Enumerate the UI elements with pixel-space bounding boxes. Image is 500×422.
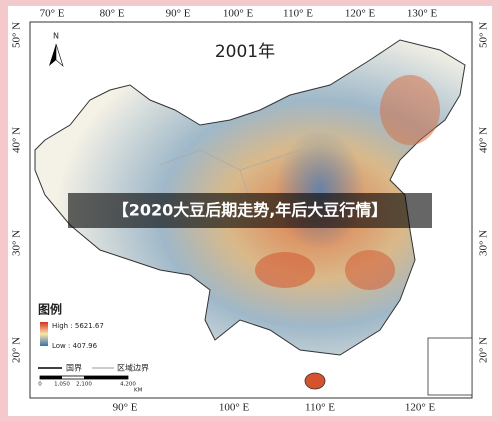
- latitude-label: 40° N: [11, 127, 23, 153]
- high-value-region: [345, 250, 395, 290]
- longitude-label: 80° E: [100, 8, 125, 20]
- map-title: 2001年: [215, 42, 275, 62]
- inset-map: [427, 337, 473, 396]
- legend-high: High : 5621.67: [52, 322, 104, 330]
- scale-tick: 0: [38, 382, 42, 388]
- banner-text: 【2020大豆后期走势,年后大豆行情】: [113, 201, 388, 220]
- north-arrow: [55, 43, 64, 67]
- legend-regional-border: 区域边界: [117, 363, 149, 373]
- bottom-longitude-labels: 90° E 100° E 110° E 120° E: [113, 402, 436, 414]
- left-latitude-labels: 50° N 40° N 30° N 20° N: [11, 22, 23, 363]
- longitude-label: 90° E: [113, 402, 138, 414]
- north-label: N: [53, 32, 59, 41]
- latitude-label: 20° N: [11, 337, 23, 363]
- longitude-label: 70° E: [40, 8, 65, 20]
- longitude-label: 110° E: [305, 402, 335, 414]
- legend-low: Low : 407.96: [52, 342, 98, 350]
- scale-tick: 1,050: [54, 382, 70, 388]
- island: [304, 372, 326, 390]
- latitude-label: 50° N: [11, 22, 23, 48]
- regional-border: [159, 149, 301, 201]
- banner-background: [68, 193, 432, 228]
- high-value-region: [255, 252, 315, 288]
- top-longitude-labels: 70° E 80° E 90° E 100° E 110° E 120° E 1…: [40, 8, 438, 20]
- longitude-label: 120° E: [345, 8, 376, 20]
- latitude-label: 40° N: [478, 127, 490, 153]
- latitude-label: 30° N: [478, 230, 490, 256]
- longitude-label: 100° E: [223, 8, 254, 20]
- latitude-label: 50° N: [478, 22, 490, 48]
- north-arrow: [49, 44, 56, 66]
- scale-tick: 4,200: [120, 382, 136, 388]
- scale-bar: [84, 376, 128, 379]
- longitude-label: 90° E: [166, 8, 191, 20]
- legend-title: 图例: [38, 302, 62, 317]
- longitude-label: 120° E: [405, 402, 436, 414]
- longitude-label: 100° E: [219, 402, 250, 414]
- scale-tick: 2,100: [76, 382, 92, 388]
- legend: 图例 High : 5621.67 Low : 407.96 国界 区域边界 0…: [38, 302, 149, 394]
- legend-colorbar: [40, 322, 48, 346]
- high-value-region: [380, 75, 440, 145]
- longitude-label: 130° E: [407, 8, 438, 20]
- latitude-label: 20° N: [478, 337, 490, 363]
- legend-national-border: 国界: [66, 364, 82, 373]
- latitude-label: 30° N: [11, 230, 23, 256]
- low-value-region: [275, 130, 365, 250]
- right-latitude-labels: 50° N 40° N 30° N 20° N: [478, 22, 490, 363]
- longitude-label: 110° E: [283, 8, 313, 20]
- scale-bar: [40, 376, 62, 379]
- scale-unit: KM: [134, 388, 143, 394]
